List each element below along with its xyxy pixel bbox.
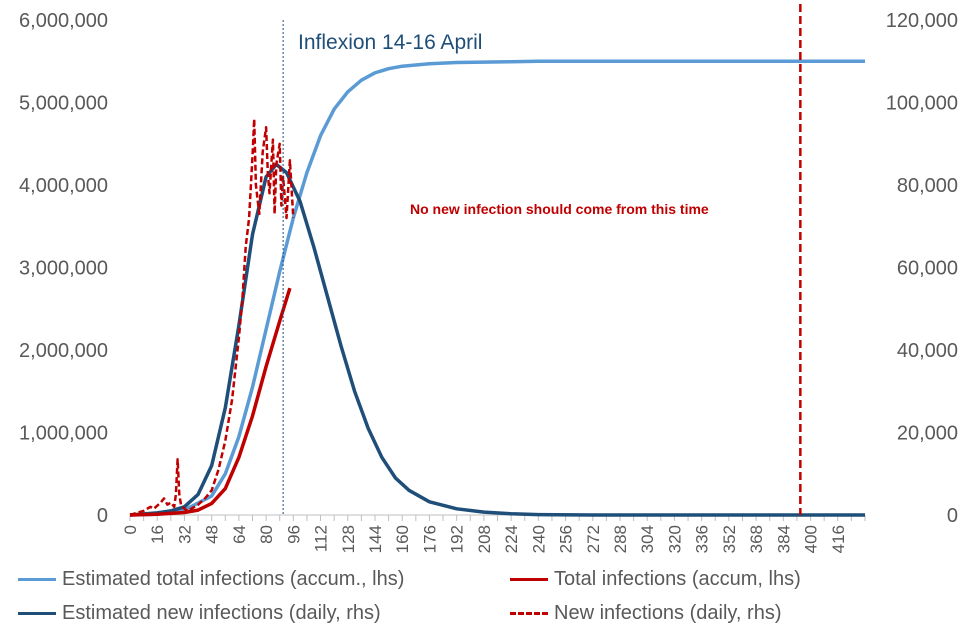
series-line-1 bbox=[129, 287, 292, 517]
inflexion-annotation: Inflexion 14-16 April bbox=[298, 31, 482, 54]
legend-swatch-total bbox=[510, 578, 548, 581]
legend-item-estimated-new: Estimated new infections (daily, rhs) bbox=[18, 602, 381, 625]
legend-item-new: New infections (daily, rhs) bbox=[510, 602, 781, 625]
reference-lines bbox=[282, 4, 802, 515]
x-tick-label: 288 bbox=[611, 525, 630, 553]
x-tick-label: 384 bbox=[774, 525, 793, 553]
legend-label-estimated-total: Estimated total infections (accum., lhs) bbox=[62, 568, 405, 590]
legend-swatch-estimated-total bbox=[18, 578, 56, 581]
right-axis: 0 20,000 40,000 60,000 80,000 100,000 120,000 bbox=[886, 10, 958, 527]
right-tick-label: 100,000 bbox=[886, 93, 958, 115]
series-line-3 bbox=[129, 117, 295, 517]
x-tick-label: 304 bbox=[638, 525, 657, 553]
left-tick-label: 4,000,000 bbox=[19, 175, 108, 197]
x-tick-label: 176 bbox=[420, 525, 439, 553]
right-tick-label: 0 bbox=[947, 505, 958, 527]
x-tick-label: 80 bbox=[257, 525, 276, 544]
x-tick-label: 416 bbox=[829, 525, 848, 553]
legend-item-total: Total infections (accum, lhs) bbox=[510, 568, 801, 591]
left-tick-label: 1,000,000 bbox=[19, 423, 108, 445]
left-tick-label: 2,000,000 bbox=[19, 340, 108, 362]
right-tick-label: 80,000 bbox=[897, 175, 958, 197]
x-tick-label: 192 bbox=[448, 525, 467, 553]
legend: Estimated total infections (accum., lhs)… bbox=[0, 562, 974, 639]
cutoff-annotation: No new infection should come from this t… bbox=[410, 201, 709, 217]
legend-swatch-estimated-new bbox=[18, 612, 56, 615]
x-tick-label: 48 bbox=[203, 525, 222, 544]
x-tick-label: 160 bbox=[393, 525, 412, 553]
x-tick-label: 352 bbox=[720, 525, 739, 553]
right-tick-label: 60,000 bbox=[897, 258, 958, 280]
left-tick-label: 3,000,000 bbox=[19, 258, 108, 280]
x-tick-label: 208 bbox=[475, 525, 494, 553]
series-layer bbox=[129, 59, 865, 517]
x-tick-label: 368 bbox=[747, 525, 766, 553]
legend-label-total: Total infections (accum, lhs) bbox=[554, 568, 801, 590]
chart-plot: 0 16 32 48 64 80 96 112 128 144 160 176 192 208 224 240… bbox=[19, 4, 958, 553]
x-tick-label: 128 bbox=[339, 525, 358, 553]
x-tick-label: 256 bbox=[557, 525, 576, 553]
x-tick-label: 0 bbox=[121, 525, 140, 534]
x-tick-label: 112 bbox=[312, 525, 331, 552]
x-tick-label: 400 bbox=[802, 525, 821, 553]
left-tick-label: 5,000,000 bbox=[19, 93, 108, 115]
x-tick-label: 320 bbox=[665, 525, 684, 553]
legend-swatch-new bbox=[510, 612, 548, 615]
right-tick-label: 120,000 bbox=[886, 10, 958, 32]
left-tick-label: 6,000,000 bbox=[19, 10, 108, 32]
x-tick-label: 32 bbox=[175, 525, 194, 544]
x-tick-label: 336 bbox=[693, 525, 712, 553]
right-tick-label: 20,000 bbox=[897, 423, 958, 445]
legend-label-estimated-new: Estimated new infections (daily, rhs) bbox=[62, 602, 381, 624]
x-tick-label: 272 bbox=[584, 525, 603, 553]
left-tick-label: 0 bbox=[97, 505, 108, 527]
legend-item-estimated-total: Estimated total infections (accum., lhs) bbox=[18, 568, 404, 591]
right-tick-label: 40,000 bbox=[897, 340, 958, 362]
x-tick-label: 16 bbox=[148, 525, 167, 544]
x-tick-label: 240 bbox=[529, 525, 548, 553]
x-tick-label: 144 bbox=[366, 525, 385, 553]
series-line-0 bbox=[129, 59, 865, 517]
x-tick-label: 64 bbox=[230, 525, 249, 544]
x-axis: 0 16 32 48 64 80 96 112 128 144 160 176 192 208 224 240… bbox=[121, 514, 866, 553]
left-axis: 0 1,000,000 2,000,000 3,000,000 4,000,000 5,0… bbox=[19, 10, 108, 527]
x-tick-label: 224 bbox=[502, 525, 521, 553]
series-line-2 bbox=[129, 162, 865, 517]
legend-label-new: New infections (daily, rhs) bbox=[554, 602, 782, 624]
x-tick-label: 96 bbox=[284, 525, 303, 544]
